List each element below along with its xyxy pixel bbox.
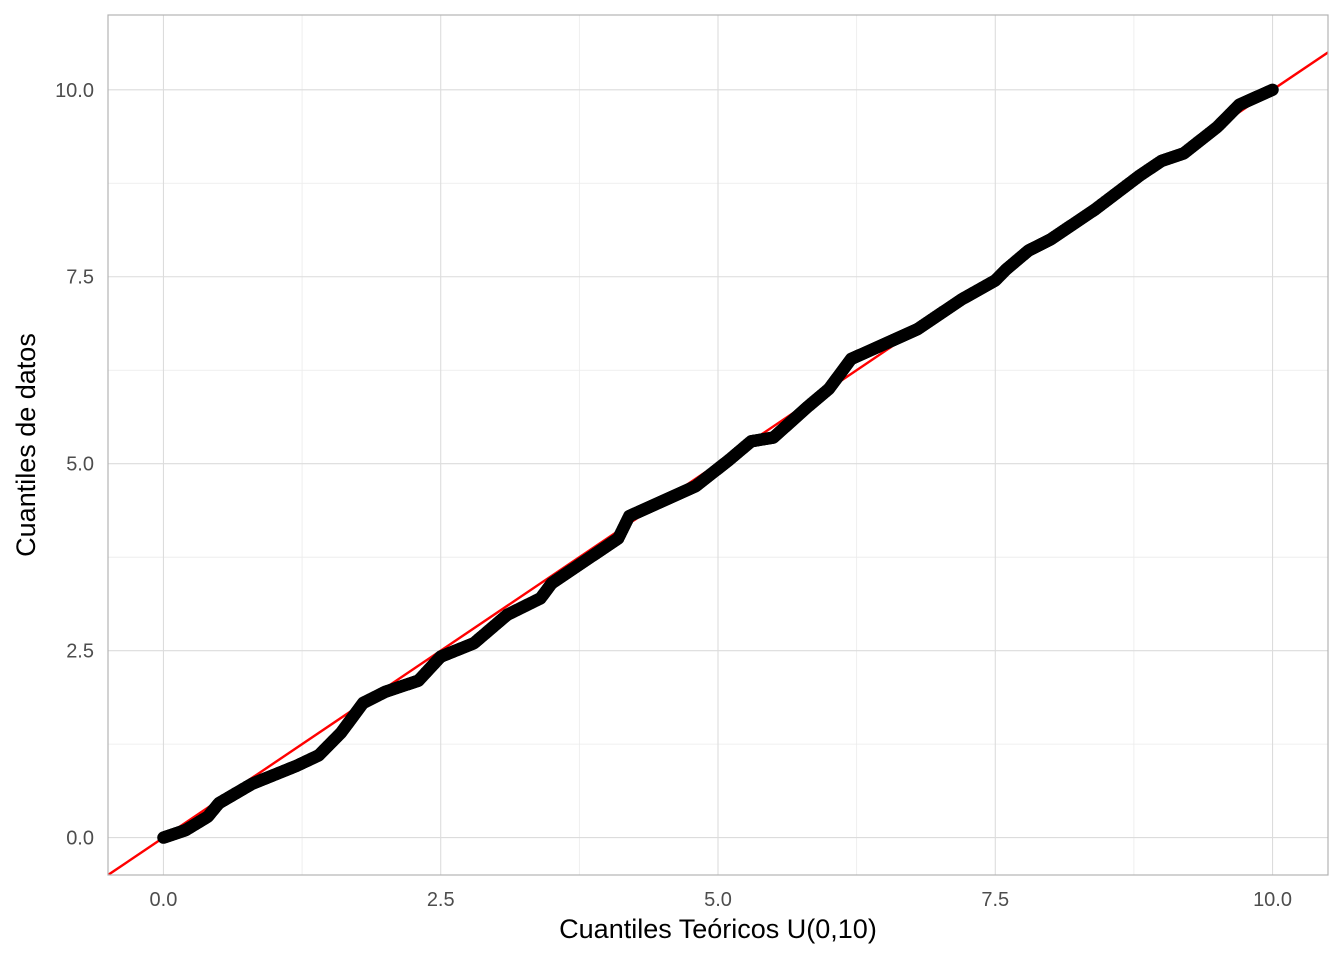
x-tick-label: 7.5 [981, 889, 1009, 911]
panel-border [107, 14, 1329, 876]
x-tick-label: 5.0 [704, 889, 732, 911]
y-tick-label: 10.0 [55, 80, 94, 102]
x-tick-label: 0.0 [150, 889, 178, 911]
x-tick-label: 10.0 [1253, 889, 1292, 911]
x-tick-label: 2.5 [427, 889, 455, 911]
y-tick-label: 5.0 [66, 454, 94, 476]
data-point [1266, 83, 1279, 96]
y-axis-ticks: 0.0 2.5 5.0 7.5 10.0 [55, 80, 94, 850]
y-tick-label: 2.5 [66, 641, 94, 663]
x-axis-ticks: 0.0 2.5 5.0 7.5 10.0 [150, 889, 1292, 911]
data-points [157, 83, 1279, 844]
y-tick-label: 7.5 [66, 267, 94, 289]
grid-lines [108, 15, 1328, 875]
x-axis-title: Cuantiles Teóricos U(0,10) [559, 914, 877, 944]
y-tick-label: 0.0 [66, 828, 94, 850]
y-axis-title: Cuantiles de datos [11, 333, 41, 557]
